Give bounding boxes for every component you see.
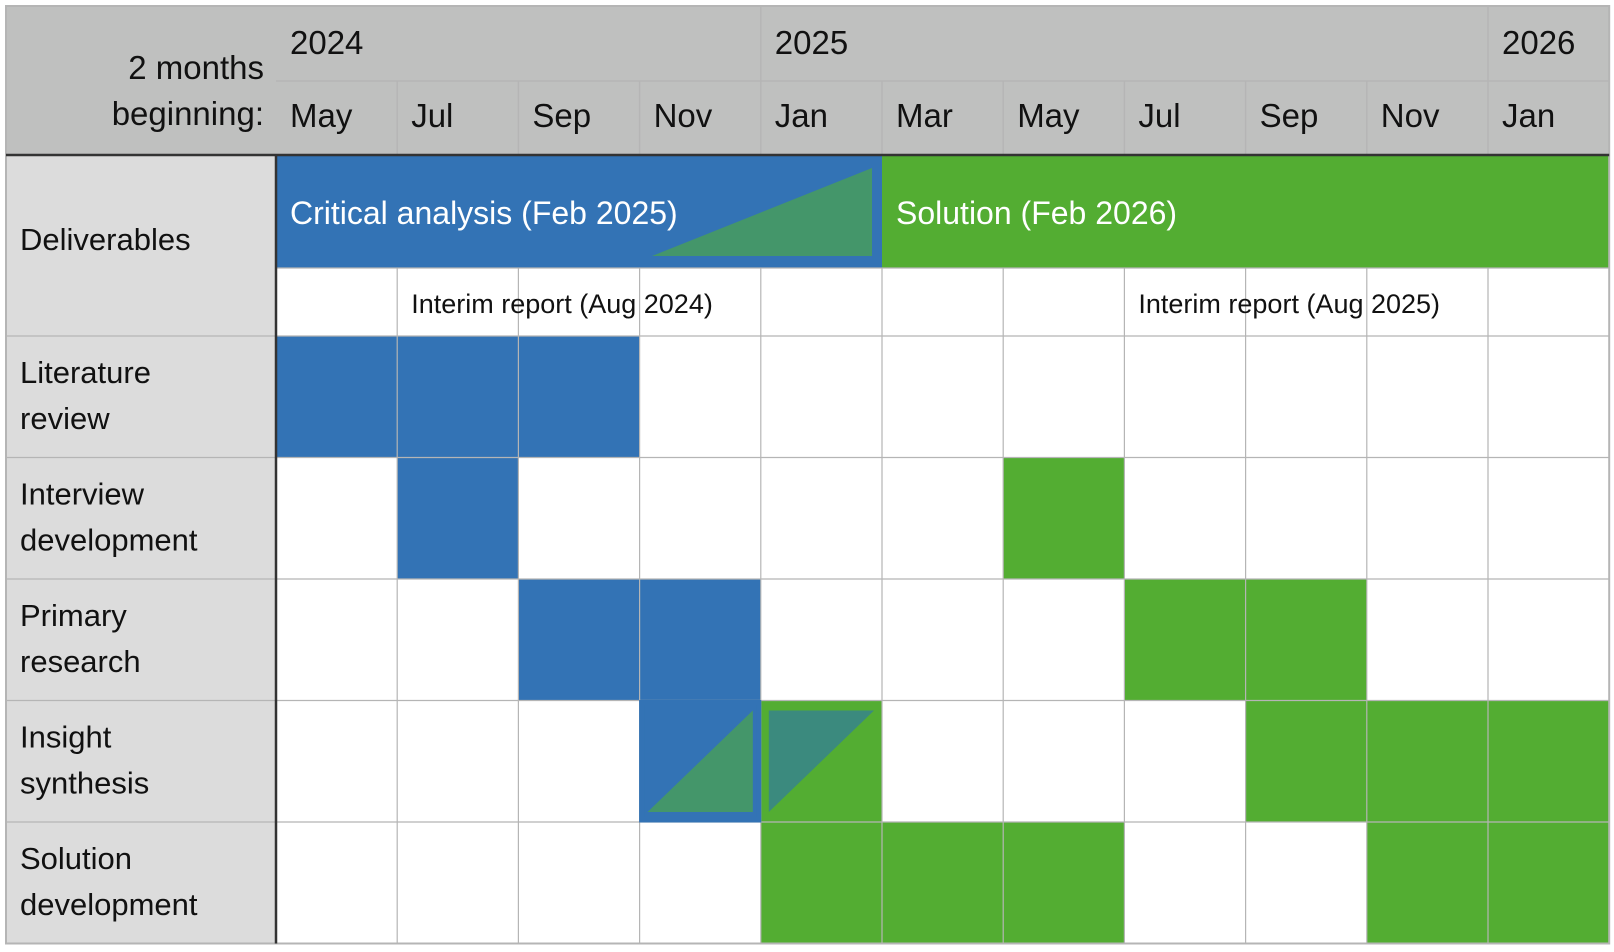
interim-report-label: Interim report (Aug 2025) [1138,289,1440,319]
transition-wedge [768,710,874,812]
row-label-line-2: research [20,644,141,679]
row-label-line-1: Literature [20,355,151,390]
row-label-line-1: Primary [20,598,127,633]
activity-cell [639,579,761,701]
activity-cell [1245,579,1367,701]
year-label: 2026 [1502,24,1575,61]
activity-cell [1366,822,1488,944]
month-label: Jul [1138,97,1180,134]
activity-cell [1003,822,1125,944]
corner-label-line-2: beginning: [112,95,264,132]
transition-outline [639,700,762,823]
activity-cell [1366,700,1488,822]
activity-cell [397,457,519,579]
month-label: Sep [532,97,591,134]
activity-cell [1245,700,1367,822]
month-label: Nov [654,97,713,134]
deliverable-bar-label: Solution (Feb 2026) [896,195,1177,231]
month-label: Jan [1502,97,1555,134]
month-label: Nov [1381,97,1440,134]
activity-cell [1124,579,1246,701]
year-label: 2024 [290,24,363,61]
month-label: May [1017,97,1080,134]
row-label-deliverables: Deliverables [20,222,191,257]
year-label: 2025 [775,24,848,61]
row-label-line-2: development [20,523,198,558]
activity-cell [397,336,519,458]
deliverable-bar-label: Critical analysis (Feb 2025) [290,195,678,231]
activity-cell [1003,457,1125,579]
activity-cell [1488,700,1610,822]
table-border [5,5,1611,945]
row-label-line-2: synthesis [20,766,149,801]
deliverable-transition-wedge [652,168,872,256]
row-label-line-2: development [20,887,198,922]
deliverable-bar [882,155,1610,268]
activity-cell [1488,822,1610,944]
row-label-line-2: review [20,401,110,436]
label-column-background [6,155,276,944]
month-label: Sep [1260,97,1319,134]
row-label-line-1: Solution [20,841,132,876]
interim-report-label: Interim report (Aug 2024) [411,289,713,319]
row-label-line-1: Interview [20,477,145,512]
row-label-line-1: Insight [20,720,112,755]
corner-label-line-1: 2 months [128,49,264,86]
activity-cell [518,336,640,458]
transition-wedge [647,710,753,812]
activity-cell [518,579,640,701]
month-label: Jan [775,97,828,134]
activity-cell [276,336,398,458]
activity-cell [882,822,1004,944]
activity-cell [760,822,882,944]
month-label: Jul [411,97,453,134]
month-label: Mar [896,97,953,134]
month-label: May [290,97,353,134]
